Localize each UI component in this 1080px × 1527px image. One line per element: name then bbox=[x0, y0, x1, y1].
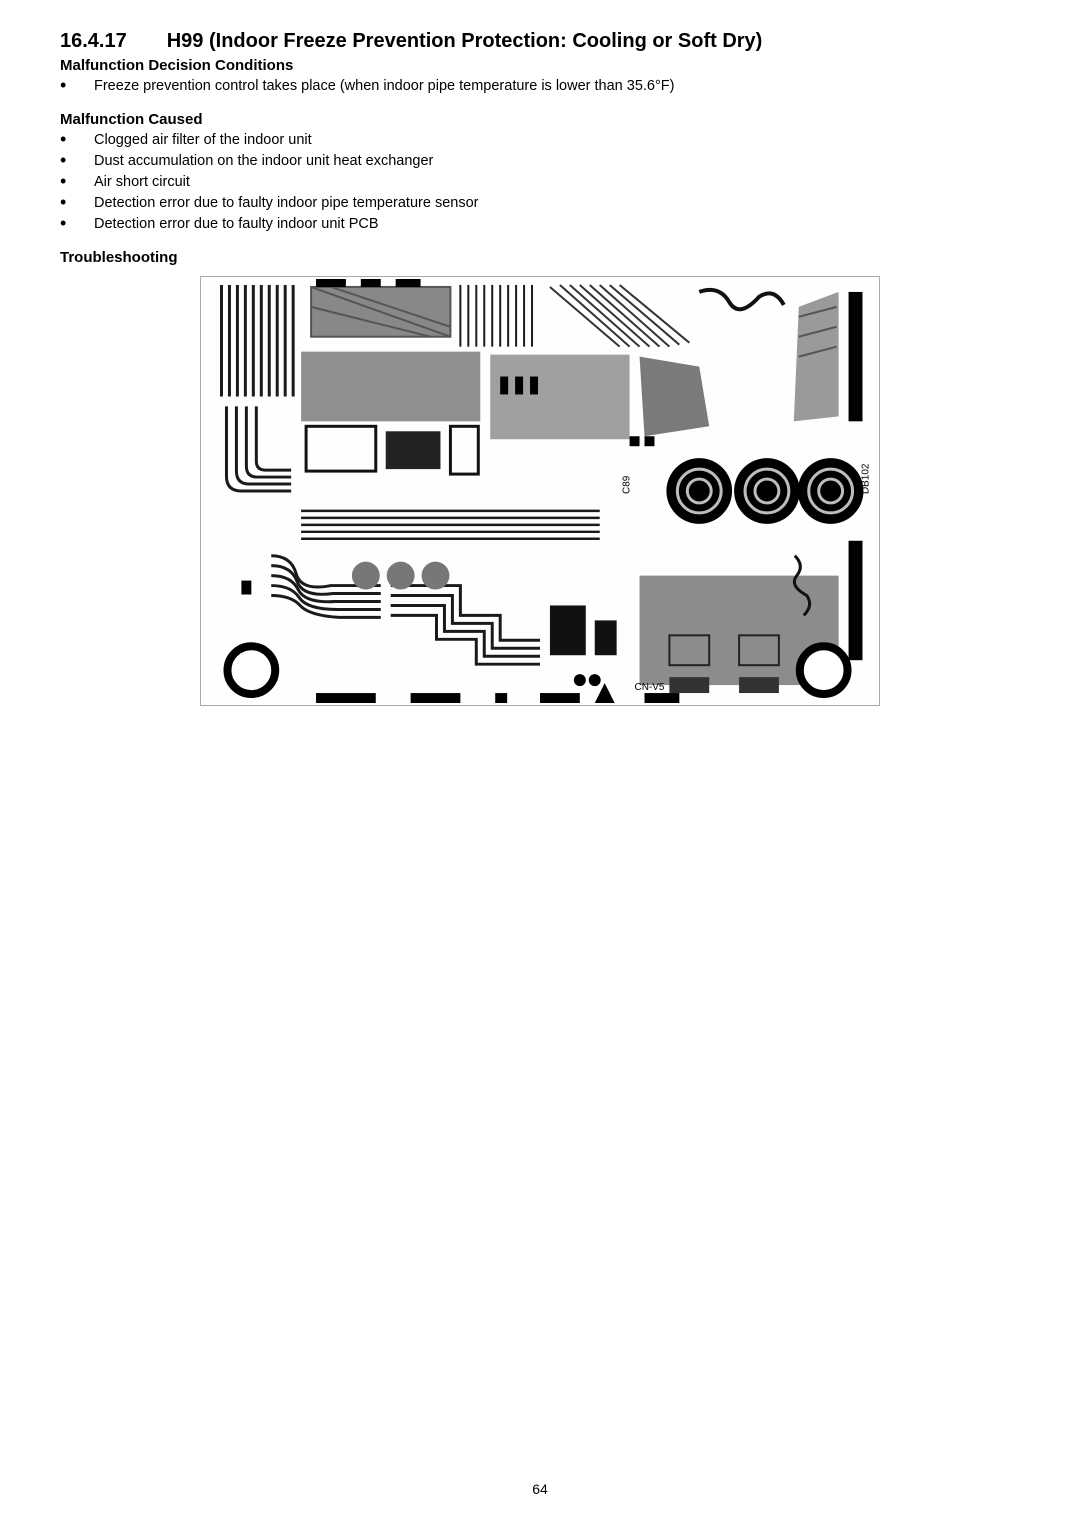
list-item: Clogged air filter of the indoor unit bbox=[60, 130, 1020, 151]
caused-list: Clogged air filter of the indoor unit Du… bbox=[60, 130, 1020, 235]
list-item: Air short circuit bbox=[60, 172, 1020, 193]
pcb-image-container: C89 DB102 CN-V5 bbox=[60, 276, 1020, 711]
decision-list: Freeze prevention control takes place (w… bbox=[60, 76, 1020, 97]
decision-heading: Malfunction Decision Conditions bbox=[60, 57, 1020, 74]
caused-heading: Malfunction Caused bbox=[60, 111, 1020, 128]
troubleshooting-heading: Troubleshooting bbox=[60, 249, 1020, 266]
list-item: Freeze prevention control takes place (w… bbox=[60, 76, 1020, 97]
pcb-diagram: C89 DB102 CN-V5 bbox=[200, 276, 880, 706]
svg-text:DB102: DB102 bbox=[860, 463, 871, 494]
list-item: Detection error due to faulty indoor pip… bbox=[60, 193, 1020, 214]
svg-text:CN-V5: CN-V5 bbox=[635, 682, 665, 693]
page-number: 64 bbox=[0, 1481, 1080, 1497]
list-item: Detection error due to faulty indoor uni… bbox=[60, 214, 1020, 235]
section-number: 16.4.17 bbox=[60, 30, 127, 53]
section-heading: 16.4.17 H99 (Indoor Freeze Prevention Pro… bbox=[60, 30, 1020, 53]
list-item: Dust accumulation on the indoor unit hea… bbox=[60, 151, 1020, 172]
section-title: H99 (Indoor Freeze Prevention Protection… bbox=[167, 30, 763, 52]
svg-text:C89: C89 bbox=[622, 475, 633, 494]
